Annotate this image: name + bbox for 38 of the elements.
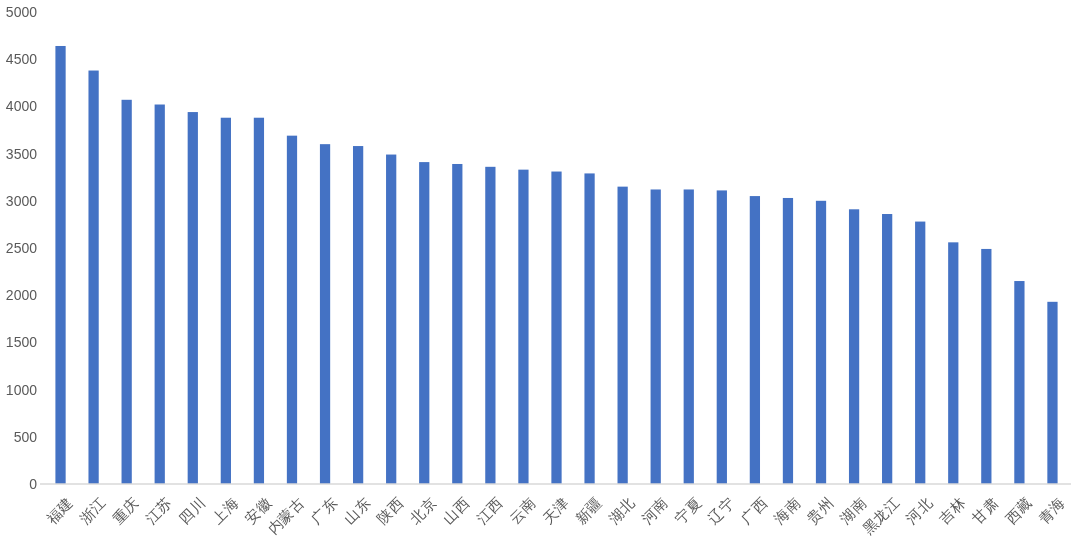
x-tick-label: 四川	[175, 494, 209, 527]
y-tick-label: 3000	[5, 192, 38, 209]
x-tick-label: 新疆	[572, 494, 606, 527]
x-tick-label: 青海	[1035, 494, 1068, 527]
x-tick-label: 福建	[43, 494, 77, 527]
x-tick-label: 广东	[308, 494, 341, 527]
x-tick-label: 云南	[506, 494, 539, 527]
y-tick-label: 1500	[5, 334, 38, 351]
x-tick-label: 广西	[737, 494, 771, 527]
y-tick-label: 4500	[5, 51, 38, 68]
x-tick-label: 北京	[407, 494, 440, 527]
x-tick-label: 宁夏	[671, 494, 705, 527]
y-tick-label: 1000	[5, 381, 38, 398]
x-tick-label: 甘肃	[969, 494, 1002, 527]
x-tick-label: 吉林	[936, 494, 969, 527]
x-tick-label: 辽宁	[704, 494, 738, 527]
y-tick-label: 2500	[5, 240, 38, 256]
x-tick-label: 山西	[440, 494, 473, 527]
x-tick-label: 西藏	[1002, 494, 1035, 527]
x-tick-label: 陕西	[374, 494, 407, 527]
x-tick-label: 上海	[208, 494, 242, 527]
x-tick-label: 江苏	[142, 494, 176, 527]
x-tick-label: 贵州	[803, 494, 837, 527]
y-tick-label: 5000	[5, 4, 38, 20]
y-tick-label: 3500	[5, 145, 38, 162]
x-tick-label: 江西	[473, 494, 506, 527]
y-tick-label: 2000	[5, 287, 38, 304]
x-tick-label: 河北	[903, 494, 936, 527]
x-tick-label: 浙江	[76, 494, 110, 527]
y-tick-label: 4000	[5, 98, 38, 115]
y-tick-label: 500	[13, 428, 38, 445]
x-tick-label: 湖北	[605, 494, 639, 527]
x-tick-label: 海南	[770, 494, 804, 527]
x-tick-label: 重庆	[109, 494, 143, 527]
y-tick-label: 0	[29, 476, 38, 492]
x-tick-label: 天津	[539, 494, 572, 527]
x-tick-label: 河南	[638, 494, 672, 527]
x-tick-label: 山东	[341, 494, 374, 527]
